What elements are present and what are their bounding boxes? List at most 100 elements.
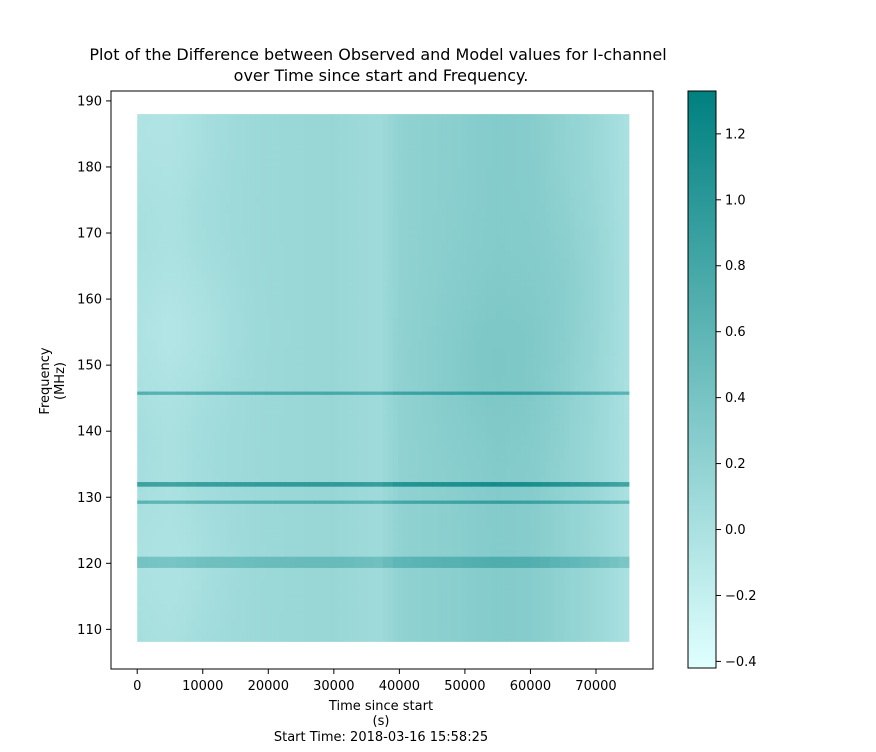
- heatmap-cell: [373, 460, 379, 469]
- heatmap-cell: [274, 212, 281, 221]
- heatmap-cell: [338, 437, 345, 447]
- heatmap-cell: [274, 573, 281, 582]
- heatmap-cell: [441, 249, 448, 258]
- heatmap-cell: [191, 460, 197, 469]
- heatmap-cell: [446, 347, 453, 356]
- heatmap-cell: [230, 249, 237, 258]
- heatmap-cell: [368, 136, 374, 145]
- heatmap-cell: [328, 588, 335, 597]
- heatmap-cell: [427, 407, 433, 416]
- heatmap-cell: [235, 483, 242, 492]
- heatmap-cell: [363, 204, 369, 213]
- heatmap-cell: [269, 528, 276, 537]
- heatmap-cell: [171, 166, 178, 175]
- heatmap-cell: [402, 347, 409, 356]
- heatmap-cell: [476, 347, 482, 356]
- heatmap-cell: [279, 550, 286, 560]
- heatmap-cell: [225, 407, 232, 416]
- heatmap-cell: [343, 302, 350, 311]
- heatmap-cell: [387, 490, 394, 499]
- heatmap-cell: [156, 505, 163, 514]
- heatmap-cell: [235, 626, 242, 635]
- heatmap-cell: [201, 136, 207, 145]
- heatmap-cell: [220, 400, 227, 409]
- heatmap-cell: [289, 535, 296, 544]
- heatmap-cell: [220, 287, 227, 296]
- heatmap-cell: [437, 279, 443, 288]
- heatmap-cell: [358, 520, 364, 529]
- heatmap-cell: [397, 550, 404, 560]
- heatmap-cell: [343, 189, 350, 198]
- heatmap-cell: [437, 483, 443, 492]
- heatmap-cell: [240, 490, 246, 499]
- heatmap-cell: [353, 385, 360, 394]
- heatmap-cell: [220, 490, 227, 499]
- heatmap-cell: [294, 121, 301, 130]
- heatmap-cell: [142, 385, 148, 394]
- heatmap-cell: [363, 249, 369, 258]
- heatmap-cell: [142, 279, 148, 288]
- heatmap-cell: [186, 430, 192, 439]
- heatmap-cell: [201, 445, 207, 454]
- heatmap-cell: [328, 581, 335, 590]
- heatmap-cell: [250, 430, 256, 439]
- heatmap-cell: [397, 257, 404, 266]
- heatmap-cell: [397, 581, 404, 590]
- heatmap-cell: [240, 505, 246, 514]
- heatmap-cell: [260, 174, 266, 183]
- heatmap-cell: [156, 362, 163, 371]
- heatmap-cell: [186, 626, 192, 635]
- heatmap-cell: [437, 114, 443, 123]
- heatmap-cell: [417, 513, 423, 522]
- heatmap-cell: [412, 317, 418, 326]
- heatmap-cell: [358, 392, 364, 401]
- heatmap-cell: [333, 483, 340, 492]
- heatmap-cell: [378, 528, 384, 537]
- heatmap-cell: [427, 483, 433, 492]
- heatmap-cell: [294, 362, 301, 371]
- heatmap-cell: [191, 242, 197, 251]
- heatmap-cell: [161, 460, 168, 469]
- heatmap-cell: [397, 475, 404, 484]
- heatmap-cell: [486, 513, 492, 522]
- heatmap-cell: [353, 166, 360, 175]
- heatmap-cell: [373, 196, 379, 206]
- heatmap-cell: [402, 294, 409, 303]
- heatmap-cell: [137, 611, 143, 620]
- heatmap-cell: [255, 347, 261, 356]
- heatmap-cell: [294, 249, 301, 258]
- heatmap-cell: [220, 543, 227, 552]
- heatmap-cell: [358, 189, 364, 198]
- heatmap-cell: [151, 513, 158, 522]
- heatmap-cell: [186, 505, 192, 514]
- heatmap-cell: [427, 219, 433, 228]
- heatmap-cell: [412, 445, 418, 454]
- heatmap-cell: [210, 626, 217, 635]
- heatmap-cell: [230, 581, 237, 590]
- heatmap-cell: [333, 257, 340, 266]
- heatmap-cell: [196, 581, 202, 590]
- heatmap-cell: [314, 166, 320, 175]
- heatmap-cell: [427, 626, 433, 635]
- heatmap-cell: [191, 272, 197, 281]
- heatmap-cell: [476, 181, 482, 191]
- heatmap-cell: [358, 272, 364, 281]
- heatmap-cell: [461, 490, 468, 499]
- heatmap-cell: [176, 385, 183, 394]
- heatmap-cell: [446, 114, 453, 123]
- heatmap-cell: [338, 181, 345, 191]
- heatmap-cell: [206, 407, 212, 416]
- heatmap-cell: [397, 445, 404, 454]
- heatmap-cell: [269, 550, 276, 560]
- heatmap-cell: [294, 445, 301, 454]
- heatmap-cell: [441, 212, 448, 221]
- heatmap-cell: [220, 181, 227, 191]
- heatmap-cell: [451, 121, 458, 130]
- heatmap-cell: [427, 114, 433, 123]
- heatmap-cell: [437, 121, 443, 130]
- heatmap-cell: [176, 151, 183, 160]
- heatmap-cell: [417, 347, 423, 356]
- heatmap-cell: [210, 513, 217, 522]
- heatmap-cell: [309, 611, 315, 620]
